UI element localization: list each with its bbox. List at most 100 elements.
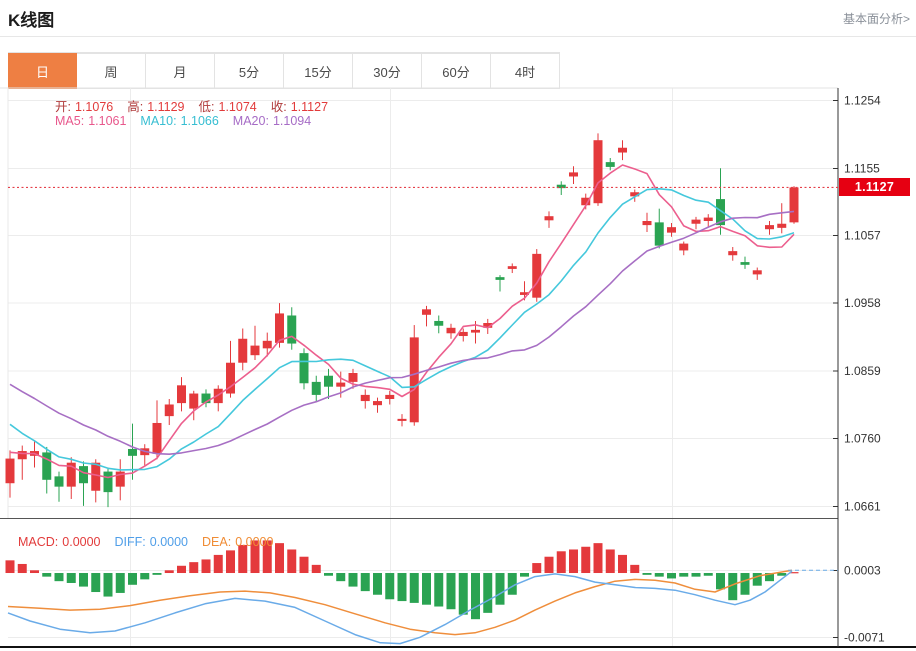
info-value: 1.1066: [180, 114, 219, 128]
candle-body: [434, 320, 444, 326]
macd-bar: [777, 573, 787, 576]
macd-bar: [336, 573, 346, 582]
candle-body: [324, 375, 333, 387]
macd-bar: [667, 573, 676, 579]
candle-body: [250, 345, 260, 356]
macd-bar: [348, 573, 358, 587]
candle-body: [716, 199, 725, 226]
macd-bar: [250, 540, 260, 574]
candle-body: [177, 385, 186, 404]
candle-body: [507, 266, 517, 269]
tab-interval-3[interactable]: 5分: [215, 53, 284, 89]
dea-line: [7, 569, 793, 636]
candle-body: [397, 418, 407, 421]
last-price-tag: 1.1127: [839, 178, 910, 197]
candle-body: [42, 452, 52, 480]
tab-interval-7[interactable]: 4时: [491, 53, 560, 89]
macd-bar: [458, 573, 468, 615]
macd-bar: [30, 570, 39, 574]
macd-bar: [226, 550, 235, 574]
macd-bar: [177, 565, 186, 574]
candle-body: [226, 362, 235, 394]
macd-axis-label: 0.0003: [844, 563, 881, 577]
candle-body: [5, 458, 15, 484]
candle-body: [91, 462, 101, 491]
candle-body: [66, 462, 76, 487]
tab-interval-4[interactable]: 15分: [284, 53, 353, 89]
macd-bar: [434, 573, 444, 607]
candle-body: [740, 262, 750, 265]
price-axis-label: 1.0958: [844, 296, 881, 310]
macd-bar: [422, 573, 431, 605]
macd-bar: [238, 544, 248, 574]
macd-bar: [5, 560, 15, 574]
candle-body: [520, 292, 529, 295]
macd-bar: [544, 556, 554, 574]
macd-bar: [446, 573, 456, 610]
tab-interval-2[interactable]: 月: [146, 53, 215, 89]
candle-body: [360, 394, 370, 402]
price-axis-label: 1.1155: [844, 161, 880, 175]
macd-bar: [189, 562, 199, 574]
info-label: MA10:: [140, 114, 177, 128]
info-value: 1.1074: [218, 100, 257, 114]
macd-bar: [740, 573, 750, 595]
tab-interval-6[interactable]: 60分: [422, 53, 491, 89]
candle-body: [385, 394, 395, 400]
macd-bar: [409, 573, 419, 603]
candle-body: [311, 381, 321, 395]
macd-bar: [17, 563, 27, 574]
fundamental-analysis-link[interactable]: 基本面分析>: [842, 12, 910, 26]
info-label: MA20:: [232, 114, 269, 128]
macd-bar: [593, 543, 603, 574]
ma5-line: [9, 164, 795, 479]
info-value: 1.1076: [74, 100, 114, 114]
candle-body: [495, 277, 505, 280]
price-axis: 1.1254 1.1155 1.1057 1.0958 1.0859 1.0760 1.06…: [833, 94, 885, 644]
macd-bar: [213, 554, 223, 574]
macd-bar: [654, 573, 664, 577]
macd-bar: [275, 543, 284, 574]
info-value: 0.0000: [149, 535, 188, 549]
macd-bar: [679, 573, 689, 577]
candle-body: [752, 270, 762, 275]
macd-bar: [752, 573, 762, 586]
diff-line: [7, 570, 793, 645]
macd-bar: [42, 573, 52, 577]
candle-body: [679, 243, 689, 251]
info-label: 低:: [198, 100, 215, 114]
candle-body: [348, 372, 358, 382]
candle-body: [17, 451, 27, 460]
candle-body: [373, 401, 382, 406]
macd-bar: [397, 573, 407, 602]
info-label: DEA:: [202, 535, 232, 549]
chart-area[interactable]: 1.1254 1.1155 1.1057 1.0958 1.0859 1.0760 1.06…: [0, 87, 916, 651]
macd-bar: [642, 573, 652, 575]
price-axis-label: 1.0859: [844, 364, 881, 378]
candle-body: [483, 323, 493, 328]
price-axis-label: 1.1057: [844, 228, 881, 242]
candle-body: [569, 172, 578, 177]
candle-body: [336, 382, 346, 387]
macd-bar: [373, 573, 382, 595]
price-axis-label: 1.1254: [844, 94, 881, 108]
candle-body: [605, 162, 615, 167]
info-value: 1.1094: [272, 114, 312, 128]
panel-borders: [0, 87, 916, 648]
candle-body: [409, 337, 419, 423]
macd-bar: [115, 573, 125, 593]
candle-body: [275, 313, 284, 343]
candle-body: [189, 393, 199, 409]
macd-bar: [471, 573, 480, 620]
candle-body: [691, 219, 701, 224]
ohlc-info-row: 开: 1.1076 高: 1.1129 低: 1.1074 收: 1.1127: [55, 96, 342, 115]
macd-bar: [556, 551, 566, 574]
macd-bar: [103, 573, 113, 597]
candle-body: [299, 353, 309, 384]
candlesticks: [5, 133, 799, 508]
candle-body: [728, 251, 738, 256]
info-value: 1.1127: [290, 100, 329, 114]
macd-bar: [262, 540, 272, 574]
tab-interval-0[interactable]: 日: [8, 53, 77, 89]
